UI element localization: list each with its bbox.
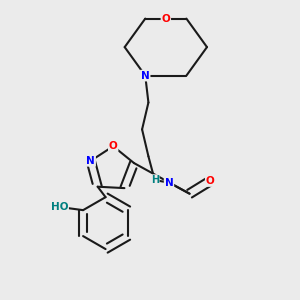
- Text: N: N: [165, 178, 173, 188]
- Text: O: O: [161, 14, 170, 24]
- Text: H: H: [151, 175, 159, 185]
- Text: N: N: [86, 156, 95, 166]
- Text: HO: HO: [51, 202, 68, 212]
- Text: N: N: [141, 70, 150, 81]
- Text: O: O: [206, 176, 214, 186]
- Text: O: O: [109, 141, 118, 151]
